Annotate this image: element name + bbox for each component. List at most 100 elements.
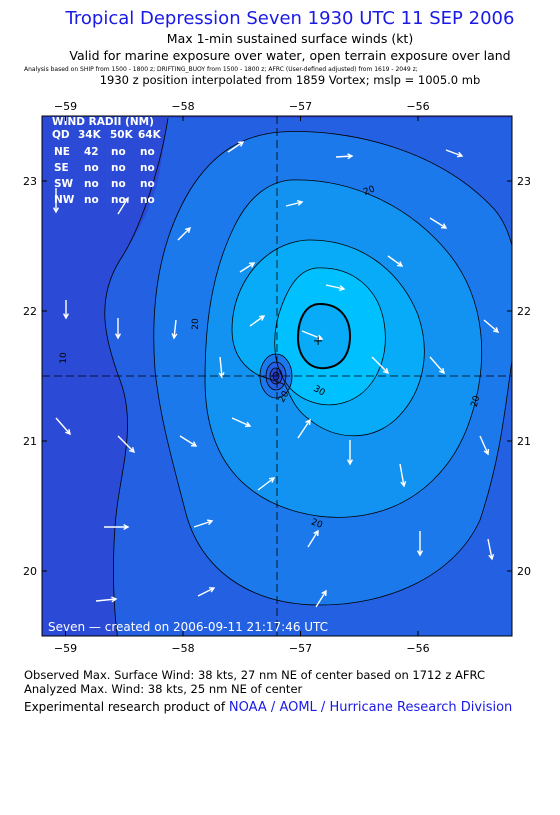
- wind-radii-row-ne-34k: 42: [84, 146, 99, 158]
- wind-vector-arrow: [429, 217, 448, 229]
- wind-radii-row-sw-50k: no: [111, 178, 126, 190]
- wind-vector-arrow: [297, 418, 311, 439]
- wind-vectors: [52, 141, 500, 608]
- map-title: Tropical Depression Seven 1930 UTC 11 SE…: [65, 8, 515, 29]
- wind-radii-row-nw-quadrant: NW: [54, 194, 75, 206]
- contour-label-20-east: 20: [470, 394, 483, 408]
- wind-radii-col-34k: 34K: [78, 129, 102, 141]
- wind-contour-field: [42, 116, 512, 636]
- wind-vector-arrow: [487, 538, 495, 561]
- wind-vector-arrow: [429, 356, 445, 375]
- wind-vector-arrow: [193, 519, 214, 528]
- wind-vector-arrow: [325, 284, 346, 292]
- wind-vector-arrow: [114, 318, 122, 340]
- wind-radii-row-se-quadrant: SE: [54, 162, 69, 174]
- wind-radii-row-se-34k: no: [84, 162, 99, 174]
- credit-line: Experimental research product of NOAA / …: [24, 699, 512, 716]
- lat-label-left: 21: [23, 435, 37, 448]
- wind-radii-row-ne-quadrant: NE: [54, 146, 70, 158]
- wind-vector-arrow: [285, 200, 304, 207]
- wind-vector-arrow: [52, 188, 60, 214]
- wind-vector-arrow: [399, 463, 407, 488]
- wind-vector-arrow: [371, 356, 390, 375]
- wind-radii-table: WIND RADII (NM) QD 34K 50K 64K NE 42 no …: [52, 116, 162, 206]
- wind-vector-arrow: [239, 262, 256, 273]
- wind-vector-arrow: [227, 141, 245, 153]
- analyzed-max-wind: Analyzed Max. Wind: 38 kts, 25 nm NE of …: [24, 682, 303, 696]
- wind-radii-col-64k: 64K: [138, 129, 162, 141]
- wind-radii-row-ne-50k: no: [111, 146, 126, 158]
- wind-vector-arrow: [315, 589, 327, 608]
- lat-label-left: 20: [23, 565, 37, 578]
- lon-label-top: −57: [289, 100, 312, 113]
- axis-ticks: [42, 116, 512, 636]
- credit-prefix: Experimental research product of: [24, 700, 229, 714]
- contour-label-20-north: 20: [362, 184, 376, 197]
- position-note: 1930 z position interpolated from 1859 V…: [99, 73, 481, 87]
- wind-radii-row-se-64k: no: [140, 162, 155, 174]
- lat-label-left: 23: [23, 175, 37, 188]
- wind-vector-arrow: [483, 319, 500, 333]
- center-crosshair: [42, 116, 512, 636]
- contour-label-20-west: 20: [191, 318, 201, 330]
- wind-vector-arrow: [62, 300, 70, 320]
- wind-vector-arrow: [117, 196, 129, 215]
- lat-label-right: 21: [517, 435, 531, 448]
- wind-vector-arrow: [307, 529, 319, 548]
- lon-label-bottom: −58: [171, 642, 194, 655]
- wind-vector-arrow: [197, 587, 216, 597]
- wind-vector-arrow: [249, 315, 266, 327]
- wind-radii-row-nw-34k: no: [84, 194, 99, 206]
- wind-vector-arrow: [95, 596, 118, 603]
- wind-vector-arrow: [117, 435, 136, 454]
- hrd-link[interactable]: NOAA / AOML / Hurricane Research Divisio…: [228, 700, 513, 715]
- contour-label-10: 10: [59, 352, 69, 364]
- subtitle-exposure: Valid for marine exposure over water, op…: [69, 48, 511, 63]
- wind-radii-row-ne-64k: no: [140, 146, 155, 158]
- wind-radii-title: WIND RADII (NM): [52, 116, 154, 128]
- wind-vector-arrow: [445, 149, 464, 158]
- observed-max-wind: Observed Max. Surface Wind: 38 kts, 27 n…: [24, 668, 485, 682]
- wind-radii-row-sw-quadrant: SW: [54, 178, 74, 190]
- lat-label-right: 22: [517, 305, 531, 318]
- plot-frame: [41, 115, 513, 637]
- max-wind-contour: [296, 302, 352, 370]
- wind-vector-arrow: [104, 523, 130, 531]
- wind-vector-arrow: [346, 440, 354, 466]
- wind-vector-arrow: [179, 435, 198, 447]
- max-wind-marker: [314, 336, 323, 345]
- wind-vector-arrow: [416, 531, 424, 557]
- wind-radii-col-50k: 50K: [110, 129, 134, 141]
- analysis-sources: Analysis based on SHIP from 1500 - 1800 …: [24, 66, 418, 73]
- lat-label-right: 20: [517, 565, 531, 578]
- axis-labels: −59 −59 −58 −58 −57 −57 −56 −56 23 23 22 22 21 21 20 20: [23, 100, 531, 655]
- lon-label-bottom: −56: [406, 642, 429, 655]
- wind-vector-arrow: [335, 153, 354, 160]
- wind-radii-row-sw-64k: no: [140, 178, 155, 190]
- lon-label-top: −56: [406, 100, 429, 113]
- lat-label-left: 22: [23, 305, 37, 318]
- lon-label-bottom: −59: [54, 642, 77, 655]
- wind-vector-arrow: [301, 330, 324, 341]
- wind-vector-arrow: [171, 319, 178, 340]
- lon-label-bottom: −57: [289, 642, 312, 655]
- wind-vector-arrow: [218, 356, 225, 379]
- wind-vector-arrow: [177, 226, 192, 241]
- wind-vector-arrow: [55, 417, 71, 436]
- wind-radii-row-nw-50k: no: [111, 194, 126, 206]
- wind-radii-row-se-50k: no: [111, 162, 126, 174]
- contour-value-labels: 10 20 20 20 20 20 30: [59, 184, 482, 531]
- contour-label-20-south: 20: [310, 517, 324, 530]
- created-timestamp: Seven — created on 2006-09-11 21:17:46 U…: [48, 620, 328, 634]
- wind-radii-row-sw-34k: no: [84, 178, 99, 190]
- wind-vector-arrow: [257, 477, 276, 491]
- subtitle-units: Max 1-min sustained surface winds (kt): [166, 31, 414, 46]
- lat-label-right: 23: [517, 175, 531, 188]
- wind-radii-row-nw-64k: no: [140, 194, 155, 206]
- wind-vector-arrow: [479, 435, 490, 456]
- lon-label-top: −58: [171, 100, 194, 113]
- wind-vector-arrow: [387, 255, 404, 267]
- lon-label-top: −59: [54, 100, 77, 113]
- wind-radii-col-qd: QD: [52, 129, 70, 141]
